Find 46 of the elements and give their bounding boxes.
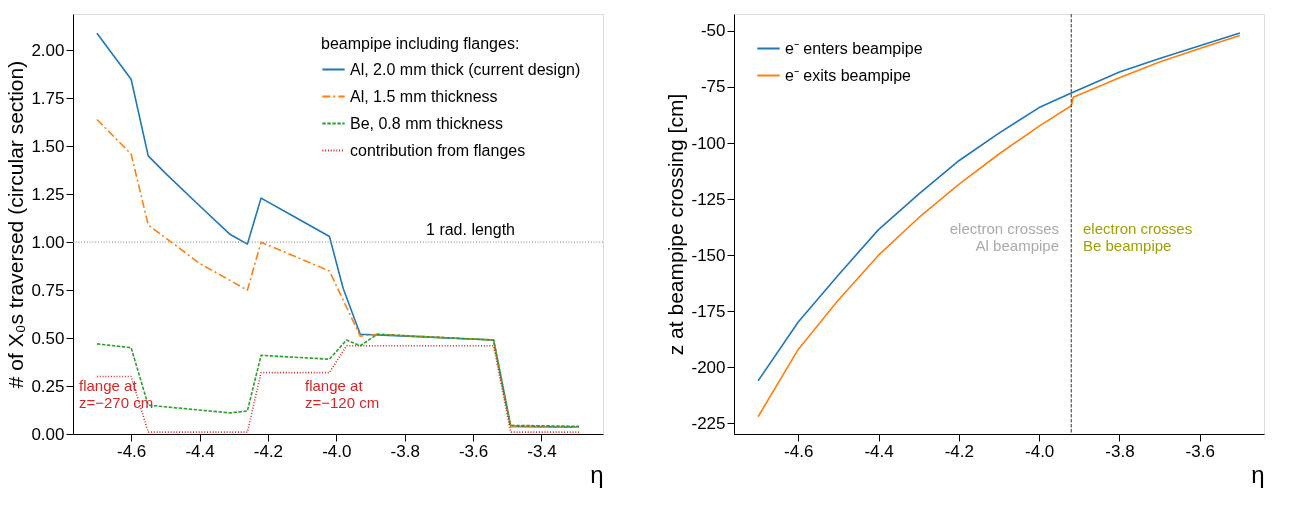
legend-label: Be, 0.8 mm thickness bbox=[350, 114, 503, 132]
y-axis-title: z at beampipe crossing [cm] bbox=[664, 93, 688, 356]
x-tick-label: -3.6 bbox=[1185, 441, 1215, 461]
y-tick-label: 1.50 bbox=[31, 136, 65, 156]
y-tick-label: 2.00 bbox=[31, 40, 65, 60]
x-tick-label: -3.6 bbox=[458, 441, 489, 461]
legend-label: contribution from flanges bbox=[350, 141, 526, 159]
ref-line-label: 1 rad. length bbox=[426, 221, 515, 239]
y-tick-label: 0.75 bbox=[31, 280, 65, 300]
y-tick-label: 0.25 bbox=[31, 376, 65, 396]
y-tick-label: 0.50 bbox=[31, 328, 65, 348]
x-tick-label: -3.4 bbox=[527, 441, 557, 461]
legend-label: Al, 2.0 mm thick (current design) bbox=[350, 60, 581, 78]
legend-label: Al, 1.5 mm thickness bbox=[350, 87, 498, 105]
y-tick-label: -200 bbox=[691, 357, 726, 377]
annotation: flange at z=−120 cm bbox=[305, 377, 380, 411]
y-tick-label: -225 bbox=[691, 413, 726, 433]
x-axis-title: η bbox=[590, 460, 604, 488]
x-tick-label: -3.8 bbox=[1105, 441, 1135, 461]
x-axis-title: η bbox=[1251, 460, 1265, 488]
y-tick-label: 0.00 bbox=[31, 424, 65, 444]
y-tick-label: -100 bbox=[691, 133, 726, 153]
legend-title: beampipe including flanges: bbox=[321, 35, 520, 52]
y-tick-label: 1.25 bbox=[31, 184, 65, 204]
y-tick-label: -125 bbox=[691, 189, 726, 209]
y-axis-title: # of X₀s traversed (circular section) bbox=[4, 60, 28, 389]
x-tick-label: -4.6 bbox=[784, 441, 814, 461]
x-tick-label: -4.0 bbox=[322, 441, 352, 461]
y-tick-label: -175 bbox=[691, 301, 726, 321]
x-tick-label: -4.6 bbox=[116, 441, 147, 461]
x-tick-label: -4.2 bbox=[944, 441, 974, 461]
y-tick-label: -50 bbox=[700, 21, 726, 41]
x-tick-label: -4.4 bbox=[864, 441, 894, 461]
y-tick-label: -75 bbox=[700, 77, 726, 97]
x-tick-label: -4.2 bbox=[253, 441, 284, 461]
x-tick-label: -4.0 bbox=[1025, 441, 1055, 461]
x-tick-label: -3.8 bbox=[390, 441, 420, 461]
x-tick-label: -4.4 bbox=[185, 441, 215, 461]
annotation: flange at z=−270 cm bbox=[79, 377, 154, 411]
y-tick-label: 1.00 bbox=[31, 232, 65, 252]
legend-label: e⁻ exits beampipe bbox=[785, 66, 912, 84]
legend-label: e⁻ enters beampipe bbox=[785, 39, 923, 57]
y-tick-label: 1.75 bbox=[31, 88, 65, 108]
y-tick-label: -150 bbox=[691, 245, 726, 265]
annotation: electron crosses Be beampipe bbox=[1083, 220, 1193, 254]
annotation: electron crosses Al beampipe bbox=[949, 220, 1059, 254]
